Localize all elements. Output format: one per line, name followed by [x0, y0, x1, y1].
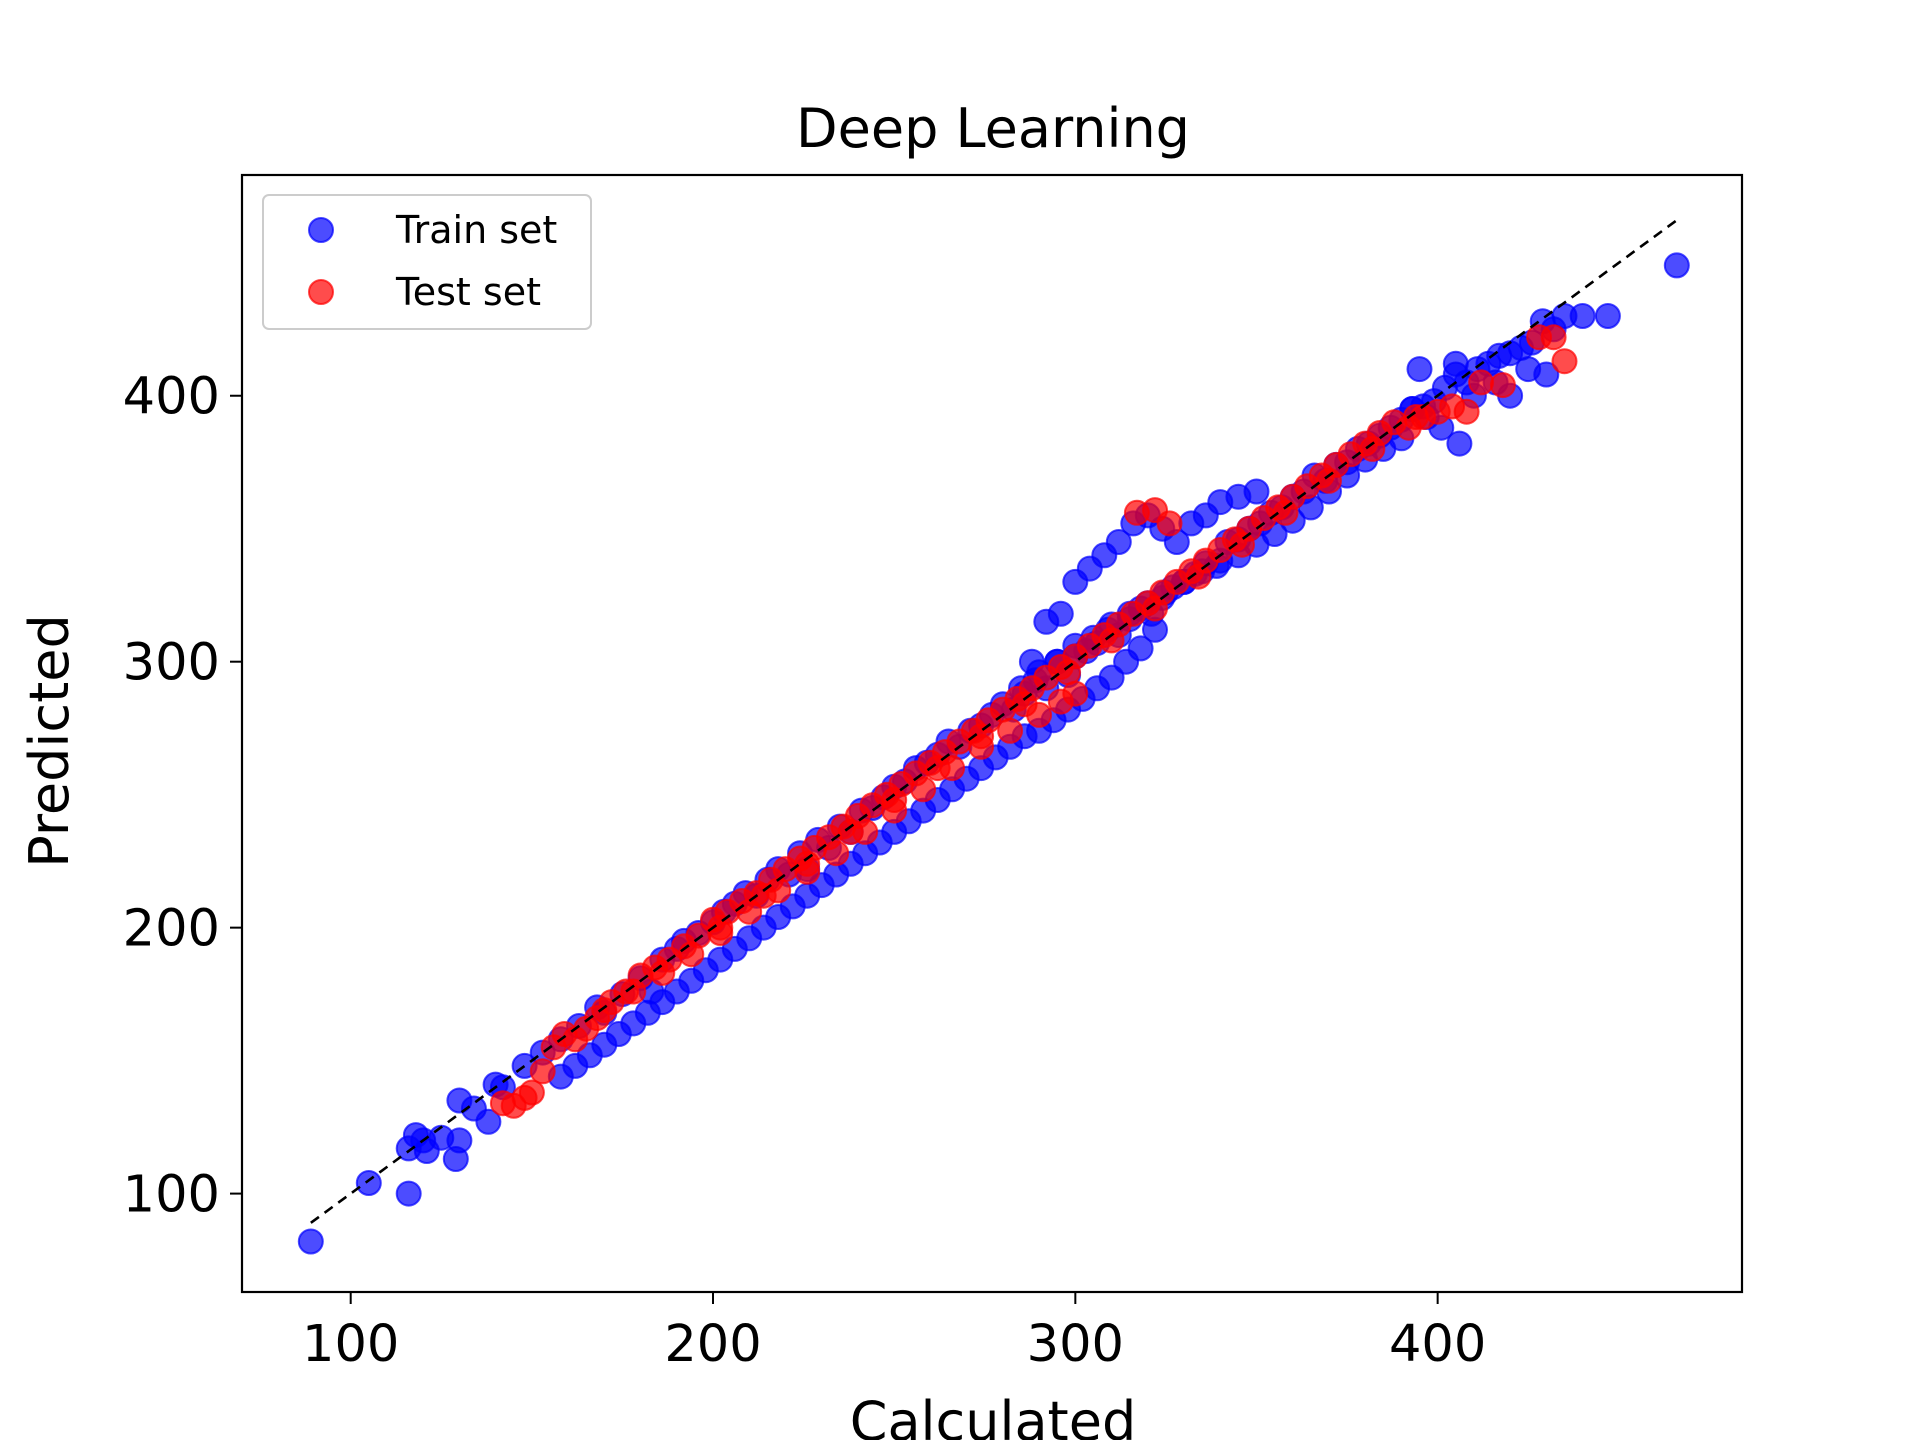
data-point [837, 818, 864, 845]
data-point [1185, 563, 1212, 590]
data-point [620, 978, 647, 1005]
data-point [1105, 529, 1132, 555]
data-point [1540, 324, 1567, 351]
y-axis-ticks: 100 200 300 400 [123, 368, 242, 1225]
data-point [1489, 372, 1516, 399]
data-point [649, 959, 676, 986]
data-point [1446, 430, 1473, 457]
data-point [1453, 398, 1480, 425]
data-point [997, 717, 1024, 744]
data-point [1594, 303, 1621, 329]
data-point [1551, 348, 1578, 375]
data-point [446, 1127, 473, 1154]
data-point [1113, 648, 1140, 675]
data-point [1229, 531, 1255, 558]
data-point [1569, 303, 1596, 329]
data-point [924, 755, 951, 782]
legend-label-test: Test set [395, 270, 541, 314]
data-point [591, 997, 618, 1024]
x-axis-label: Calculated [850, 1390, 1136, 1440]
data-point [1359, 435, 1386, 462]
data-point [794, 850, 821, 877]
data-point [823, 840, 850, 867]
data-point [1663, 252, 1690, 279]
data-point [750, 882, 777, 909]
legend-marker-test [308, 279, 334, 305]
plot-frame [240, 173, 1744, 1294]
data-point [968, 723, 995, 750]
data-point [678, 941, 705, 968]
data-point [1098, 627, 1125, 654]
x-tick-label: 100 [302, 1315, 399, 1374]
data-point [297, 1228, 324, 1255]
data-point [475, 1108, 502, 1135]
y-axis-label: Predicted [18, 614, 81, 868]
data-point [1047, 600, 1074, 627]
series-test-points [489, 324, 1578, 1119]
data-point [518, 1079, 545, 1106]
data-point [1402, 404, 1429, 430]
data-point [1142, 595, 1168, 622]
data-point [881, 787, 908, 813]
legend: Train set Test set [262, 194, 592, 330]
reference-line-layer [310, 219, 1678, 1224]
y-tick-label: 300 [123, 634, 220, 693]
data-point [1316, 467, 1342, 494]
y-tick-label: 400 [123, 368, 220, 427]
data-point [1272, 499, 1299, 526]
legend-box [262, 194, 592, 330]
x-axis-ticks: 100 200 300 400 [302, 1292, 1486, 1374]
x-tick-label: 300 [1027, 1315, 1124, 1374]
data-point [1011, 691, 1038, 718]
x-tick-label: 200 [664, 1315, 761, 1374]
data-point [355, 1170, 382, 1196]
y-tick-label: 200 [123, 900, 220, 959]
legend-label-train: Train set [395, 208, 557, 252]
data-point [1055, 659, 1082, 686]
data-point [1243, 478, 1270, 505]
data-point [1156, 510, 1183, 537]
data-point [1533, 361, 1560, 388]
data-point [707, 914, 734, 941]
x-tick-label: 400 [1389, 1315, 1486, 1374]
data-point [395, 1180, 422, 1207]
data-point [1406, 356, 1433, 383]
data-point [1442, 350, 1469, 377]
data-point [529, 1058, 556, 1085]
legend-marker-train [308, 217, 334, 243]
identity-line [310, 219, 1678, 1224]
data-point [1047, 688, 1074, 715]
y-tick-label: 100 [123, 1166, 220, 1225]
data-point [1468, 369, 1495, 396]
data-point [910, 776, 937, 803]
chart-title: Deep Learning [796, 97, 1190, 160]
